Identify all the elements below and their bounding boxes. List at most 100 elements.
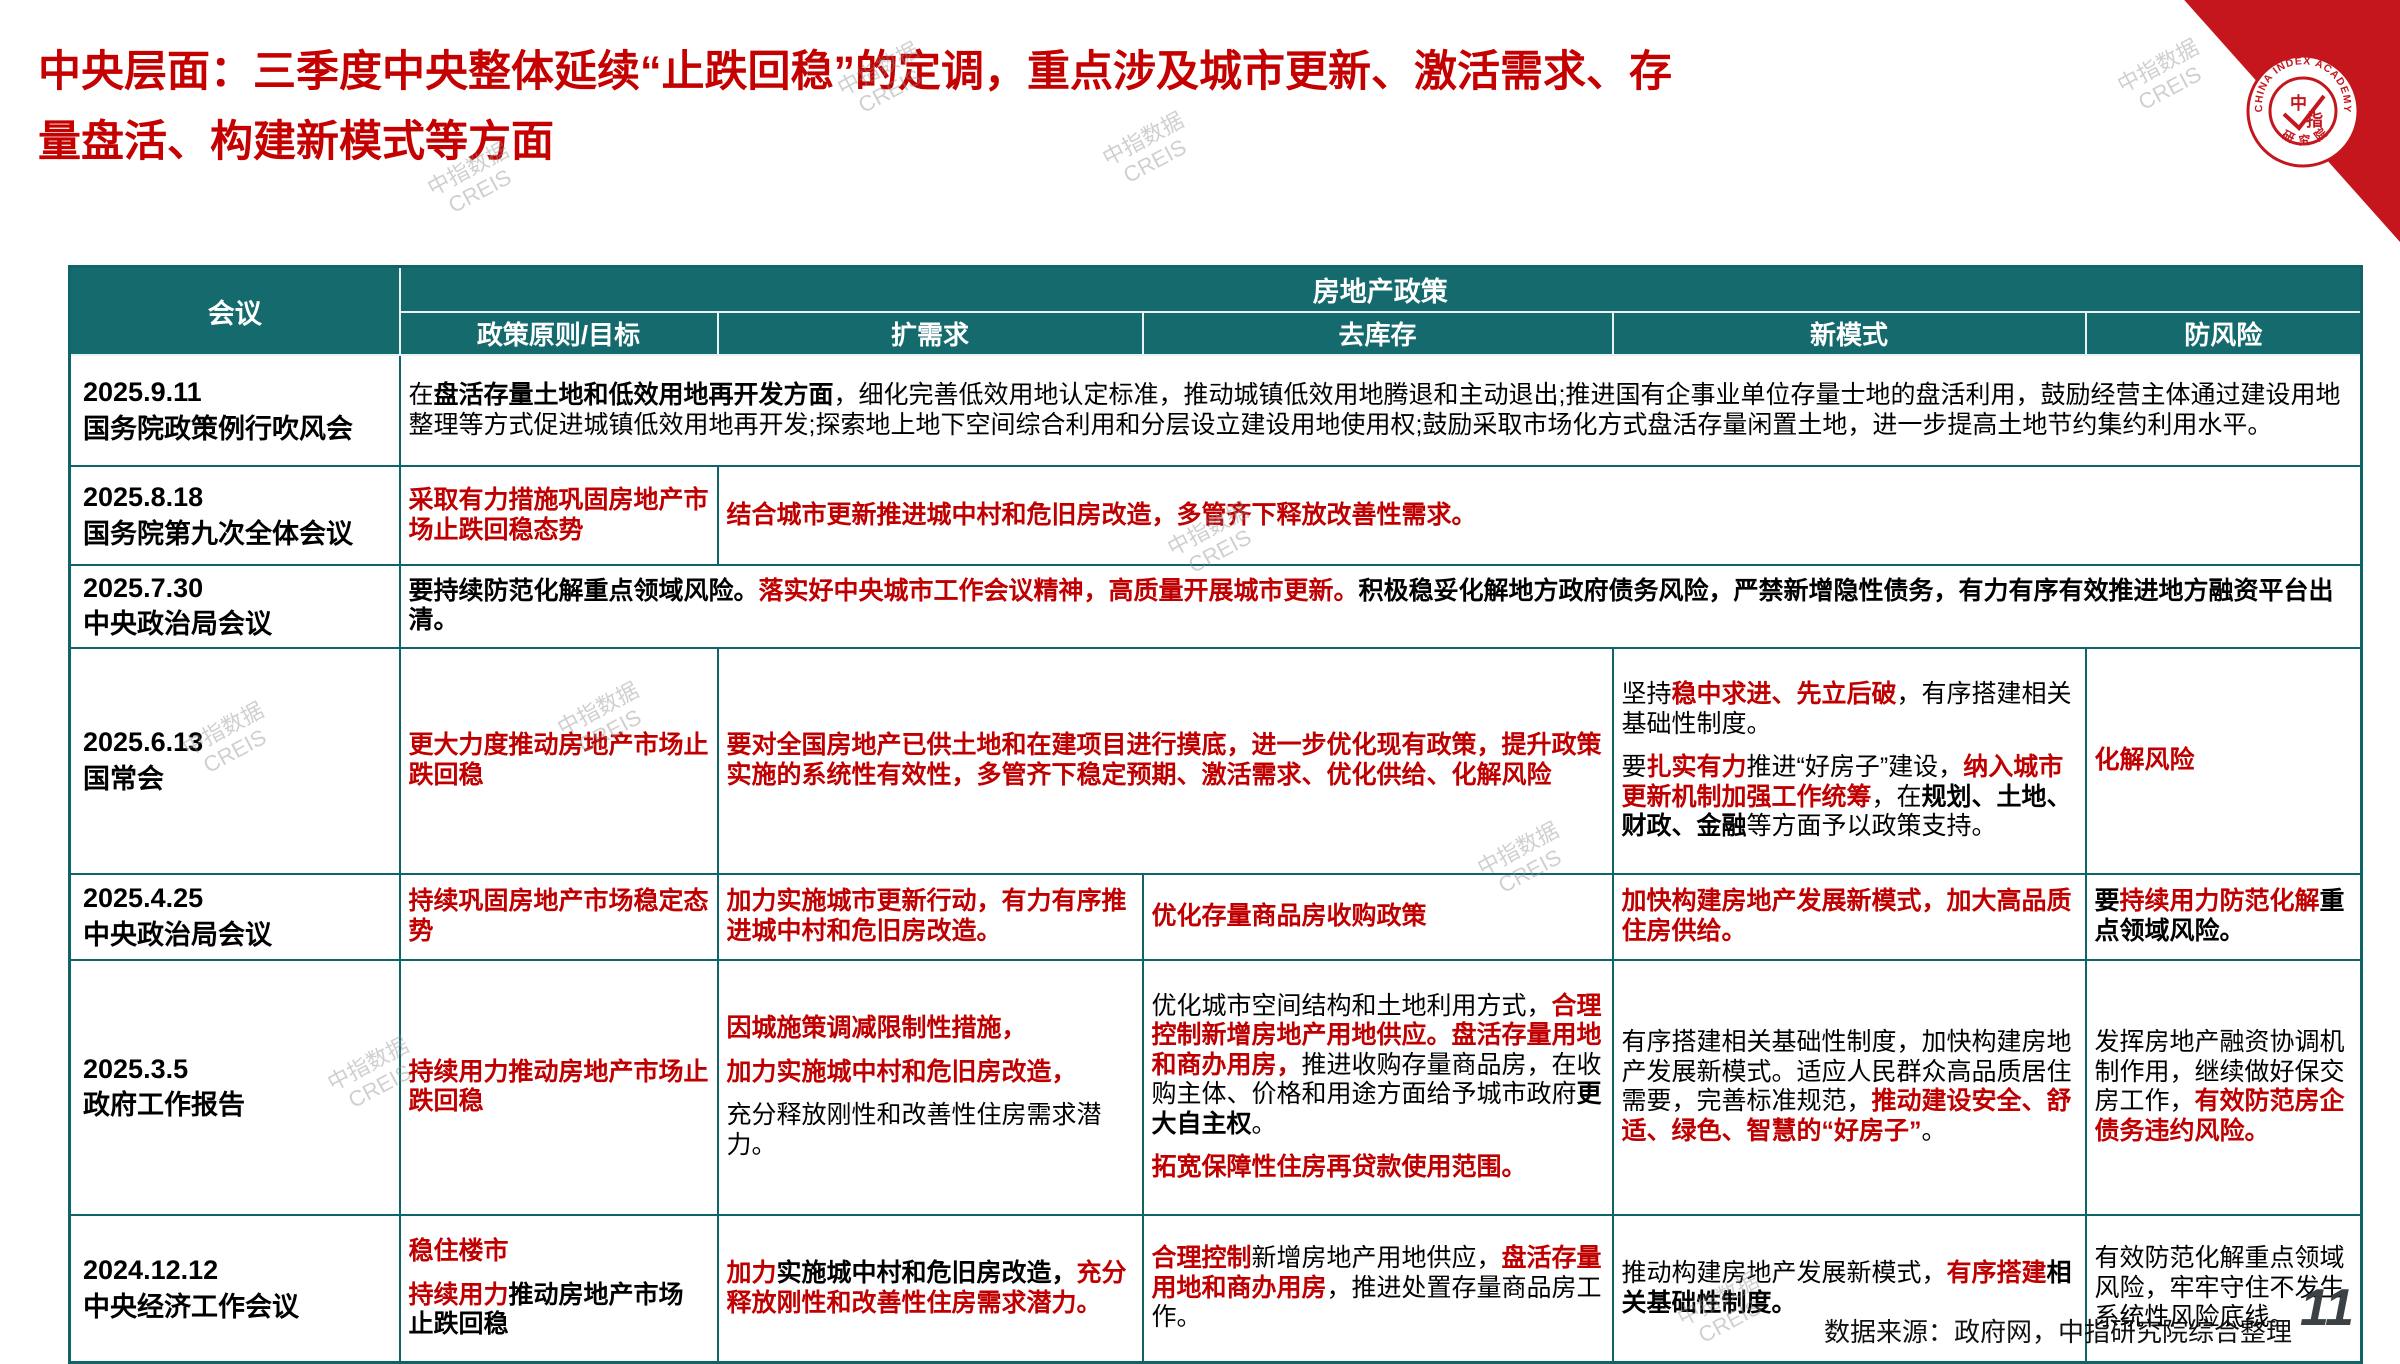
policy-text-segment: 有序搭建 [1946, 1259, 2047, 1288]
policy-cell: 优化城市空间结构和土地利用方式，合理控制新增房地产用地供应。盘活存量用地和商办用… [1141, 958, 1614, 1216]
policy-text-segment: 持续用力推动房地产市场止跌回稳 [408, 1057, 709, 1116]
meeting-cell: 2025.4.25 中央政治局会议 [68, 872, 401, 961]
policy-paragraph: 有效防范化解重点领域风险，牢牢守住不发生系统性风险底线。 [2095, 1244, 2353, 1333]
meeting-name: 国务院政策例行吹风会 [83, 413, 353, 444]
meeting-name: 中央政治局会议 [83, 919, 272, 950]
table-row: 2025.8.18 国务院第九次全体会议 采取有力措施巩固房地产市场止跌回稳态势 结合… [68, 465, 2363, 566]
policy-text-segment: 有效防范房企债务违约风险。 [2094, 1087, 2345, 1145]
policy-text-segment: ，细化完善低效用地认定标准，推动城镇低效用地腾退和主动退出;推进国有企事业单位存… [408, 381, 2341, 439]
policy-paragraph: 因城施策调减限制性措施， [727, 1014, 1134, 1044]
policy-text-segment: 重点领域风险。 [2094, 887, 2345, 945]
policy-paragraph: 合理控制新增房地产用地供应，盘活存量用地和商办用房，推进处置存量商品房工作。 [1152, 1244, 1604, 1333]
policy-text-segment: 结合城市更新推进城中村和危旧房改造，多管齐下释放改善性需求。 [726, 500, 1477, 529]
policy-text-segment: 推动构建房地产发展新模式， [1621, 1259, 1947, 1288]
policy-text-segment: 要 [2094, 887, 2120, 916]
policy-paragraph: 加快构建房地产发展新模式，加大高品质住房供给。 [1622, 887, 2077, 946]
policy-paragraph: 要对全国房地产已供土地和在建项目进行摸底，进一步优化现有政策，提升政策实施的系统… [727, 731, 1604, 790]
policy-table: 会议 房地产政策 政策原则/目标 扩需求 去库存 新模式 防风险 2025.9.… [68, 265, 2364, 1364]
policy-text-segment: 稳中求进、先立后破 [1671, 680, 1897, 709]
meeting-date: 2025.3.5 [83, 1053, 189, 1084]
policy-text-segment: 发挥房地产融资协调机制作用，继续做好保交房工作， [2094, 1028, 2345, 1116]
header-col-principle: 政策原则/目标 [398, 311, 719, 356]
policy-paragraph: 加力实施城中村和危旧房改造，充分释放刚性和改善性住房需求潜力。 [727, 1259, 1134, 1318]
policy-cell: 有序搭建相关基础性制度，加快构建房地产发展新模式。适应人民群众高品质居住需要，完… [1611, 958, 2087, 1216]
policy-paragraph: 要持续防范化解重点领域风险。落实好中央城市工作会议精神，高质量开展城市更新。积极… [409, 577, 2353, 636]
policy-text-segment: 规划、土地、财政、金融 [1621, 782, 2072, 841]
policy-paragraph: 拓宽保障性住房再贷款使用范围。 [1152, 1153, 1604, 1183]
policy-cell: 有效防范化解重点领域风险，牢牢守住不发生系统性风险底线。 [2084, 1213, 2363, 1364]
policy-text-segment: 优化城市空间结构和土地利用方式， [1151, 991, 1552, 1020]
policy-paragraph: 持续巩固房地产市场稳定态势 [409, 887, 709, 946]
policy-text-segment: 充分释放刚性和改善性住房需求潜力。 [726, 1259, 1127, 1317]
policy-text-segment: 因城施策调减限制性措施， [726, 1014, 1027, 1043]
meeting-date: 2025.8.18 [83, 482, 204, 513]
policy-cell: 加快构建房地产发展新模式，加大高品质住房供给。 [1611, 872, 2087, 961]
meeting-cell: 2024.12.12 中央经济工作会议 [68, 1213, 401, 1364]
policy-text-segment: 推进“好房子”建设， [1746, 753, 1964, 782]
policy-text-segment: 加力实施城市更新行动，有力有序推进城中村和危旧房改造。 [726, 887, 1127, 945]
page-number: 11 [2300, 1279, 2354, 1337]
policy-text-segment: 持续巩固房地产市场稳定态势 [408, 887, 709, 945]
policy-cell: 坚持稳中求进、先立后破，有序搭建相关基础性制度。要扎实有力推进“好房子”建设，纳… [1611, 646, 2087, 875]
policy-paragraph: 加力实施城中村和危旧房改造， [727, 1058, 1134, 1088]
meeting-name: 国常会 [83, 763, 164, 794]
policy-text-segment: 加力实施城中村和危旧房改造， [726, 1057, 1077, 1086]
table-row: 2025.7.30 中央政治局会议 要持续防范化解重点领域风险。落实好中央城市工作会… [68, 564, 2363, 649]
policy-text-segment: 扎实有力 [1646, 753, 1747, 782]
policy-text-segment: 纳入城市更新机制加强工作统筹 [1621, 753, 2064, 811]
policy-text-segment: 积极稳妥化解地方政府债务风险，严禁新增隐性债务，有力有序有效推进地方融资平台出清… [408, 576, 2334, 635]
policy-text-segment: 持续用力 [408, 1280, 509, 1309]
policy-text-segment: 等方面予以政策支持。 [1746, 812, 1997, 841]
policy-paragraph: 更大力度推动房地产市场止跌回稳 [409, 731, 709, 790]
policy-text-segment: 推动建设安全、舒适、绿色、智慧的“好房子” [1621, 1087, 2072, 1145]
policy-text-segment: 化解风险 [2094, 746, 2195, 775]
policy-paragraph: 充分释放刚性和改善性住房需求潜力。 [727, 1101, 1134, 1160]
policy-paragraph: 结合城市更新推进城中村和危旧房改造，多管齐下释放改善性需求。 [727, 501, 2353, 531]
policy-text-segment: 充分释放刚性和改善性住房需求潜力。 [726, 1101, 1102, 1159]
policy-cell: 稳住楼市持续用力推动房地产市场止跌回稳 [398, 1213, 719, 1364]
policy-text-segment: 落实好中央城市工作会议精神，高质量开展城市更新。 [758, 576, 1359, 605]
policy-text-segment: 实施城中村和危旧房改造， [776, 1259, 1077, 1288]
policy-cell: 更大力度推动房地产市场止跌回稳 [398, 646, 719, 875]
policy-text-segment: 相关基础性制度。 [1621, 1259, 2072, 1317]
policy-cell: 采取有力措施巩固房地产市场止跌回稳态势 [398, 465, 719, 566]
policy-table-wrap: 会议 房地产政策 政策原则/目标 扩需求 去库存 新模式 防风险 2025.9.… [68, 265, 2364, 1364]
header-col-risk: 防风险 [2084, 311, 2363, 356]
meeting-cell: 2025.6.13 国常会 [68, 646, 401, 875]
policy-paragraph: 持续用力推动房地产市场止跌回稳 [409, 1058, 709, 1117]
policy-text-segment: 合理控制 [1151, 1244, 1252, 1273]
policy-cell: 发挥房地产融资协调机制作用，继续做好保交房工作，有效防范房企债务违约风险。 [2084, 958, 2363, 1216]
policy-paragraph: 持续用力推动房地产市场止跌回稳 [409, 1281, 709, 1340]
policy-text-segment: 要持续防范化解重点领域风险。 [408, 576, 759, 605]
table-row: 2025.9.11 国务院政策例行吹风会 在盘活存量土地和低效用地再开发方面，细化完… [68, 354, 2363, 467]
policy-cell: 因城施策调减限制性措施， 加力实施城中村和危旧房改造， 充分释放刚性和改善性住房需求… [716, 958, 1144, 1216]
page-title: 中央层面：三季度中央整体延续“止跌回稳”的定调，重点涉及城市更新、激活需求、存 … [38, 38, 2188, 177]
policy-text-segment: 持续用力防范化解 [2119, 887, 2320, 916]
policy-text-segment: 推动房地产市场止跌回稳 [408, 1280, 684, 1339]
policy-paragraph: 要持续用力防范化解重点领域风险。 [2095, 887, 2353, 946]
policy-cell: 在盘活存量土地和低效用地再开发方面，细化完善低效用地认定标准，推动城镇低效用地腾… [398, 354, 2363, 467]
policy-cell: 持续用力推动房地产市场止跌回稳 [398, 958, 719, 1216]
meeting-date: 2025.6.13 [83, 727, 204, 758]
policy-text-segment: 稳住楼市 [408, 1237, 509, 1266]
policy-paragraph: 坚持稳中求进、先立后破，有序搭建相关基础性制度。 [1622, 680, 2077, 739]
policy-text-segment: ，在 [1871, 782, 1922, 811]
meeting-cell: 2025.3.5 政府工作报告 [68, 958, 401, 1216]
policy-table-body: 2025.9.11 国务院政策例行吹风会 在盘活存量土地和低效用地再开发方面，细化完… [68, 354, 2363, 1364]
policy-cell: 要持续防范化解重点领域风险。落实好中央城市工作会议精神，高质量开展城市更新。积极… [398, 564, 2363, 649]
meeting-date: 2025.9.11 [83, 377, 202, 408]
policy-cell: 加力实施城中村和危旧房改造，充分释放刚性和改善性住房需求潜力。 [716, 1213, 1144, 1364]
policy-text-segment: 有效防范化解重点领域风险，牢牢守住不发生系统性风险底线。 [2094, 1244, 2345, 1332]
policy-text-segment: 。 [1921, 1116, 1947, 1145]
meeting-cell: 2025.9.11 国务院政策例行吹风会 [68, 354, 401, 467]
policy-paragraph: 推动构建房地产发展新模式，有序搭建相关基础性制度。 [1622, 1259, 2077, 1318]
source-note: 数据来源：政府网，中指研究院综合整理 [1823, 1317, 2292, 1347]
policy-text-segment: 要 [1621, 753, 1647, 782]
policy-cell: 化解风险 [2084, 646, 2363, 875]
page-title-line2: 量盘活、构建新模式等方面 [38, 117, 554, 166]
policy-paragraph: 发挥房地产融资协调机制作用，继续做好保交房工作，有效防范房企债务违约风险。 [2095, 1028, 2353, 1146]
policy-paragraph: 优化存量商品房收购政策 [1152, 902, 1604, 932]
table-row: 2025.4.25 中央政治局会议 持续巩固房地产市场稳定态势 加力实施城市更新行动，… [68, 872, 2363, 961]
policy-paragraph: 化解风险 [2095, 746, 2353, 776]
meeting-cell: 2025.7.30 中央政治局会议 [68, 564, 401, 649]
